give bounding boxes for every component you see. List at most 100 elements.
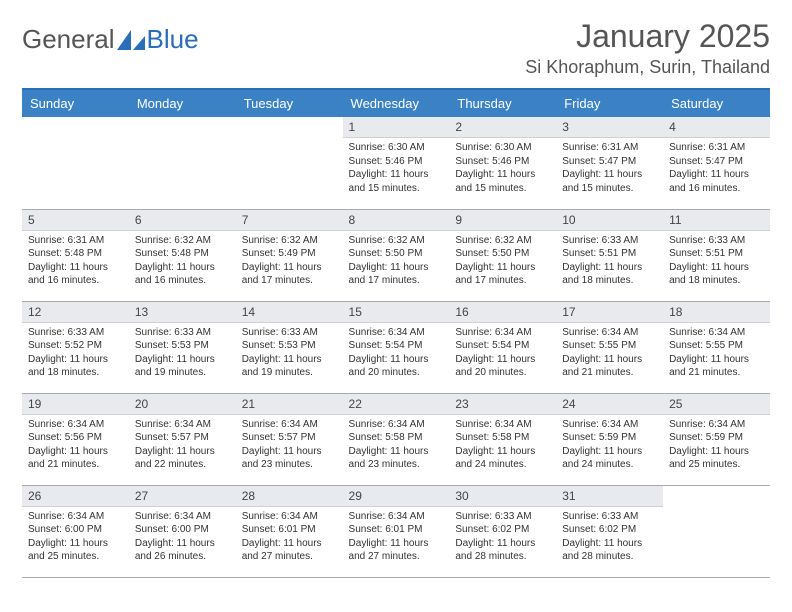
day-number: 14 xyxy=(236,302,343,323)
day-details: Sunrise: 6:32 AMSunset: 5:50 PMDaylight:… xyxy=(449,231,556,291)
day-number: 24 xyxy=(556,394,663,415)
day-details: Sunrise: 6:34 AMSunset: 5:54 PMDaylight:… xyxy=(343,323,450,383)
day-details: Sunrise: 6:32 AMSunset: 5:49 PMDaylight:… xyxy=(236,231,343,291)
month-title: January 2025 xyxy=(525,18,770,55)
calendar-cell: 14Sunrise: 6:33 AMSunset: 5:53 PMDayligh… xyxy=(236,301,343,393)
logo-sail-icon xyxy=(117,30,145,50)
day-number: 25 xyxy=(663,394,770,415)
day-details: Sunrise: 6:33 AMSunset: 5:51 PMDaylight:… xyxy=(663,231,770,291)
calendar-cell: 21Sunrise: 6:34 AMSunset: 5:57 PMDayligh… xyxy=(236,393,343,485)
day-number: 1 xyxy=(343,117,450,138)
calendar-cell: 9Sunrise: 6:32 AMSunset: 5:50 PMDaylight… xyxy=(449,209,556,301)
day-number: 16 xyxy=(449,302,556,323)
day-header: Monday xyxy=(129,89,236,117)
day-details: Sunrise: 6:34 AMSunset: 5:58 PMDaylight:… xyxy=(343,415,450,475)
day-number: 6 xyxy=(129,210,236,231)
calendar-cell: 10Sunrise: 6:33 AMSunset: 5:51 PMDayligh… xyxy=(556,209,663,301)
day-number: 8 xyxy=(343,210,450,231)
day-details: Sunrise: 6:34 AMSunset: 5:56 PMDaylight:… xyxy=(22,415,129,475)
day-details: Sunrise: 6:34 AMSunset: 5:54 PMDaylight:… xyxy=(449,323,556,383)
calendar-cell: 19Sunrise: 6:34 AMSunset: 5:56 PMDayligh… xyxy=(22,393,129,485)
day-details: Sunrise: 6:34 AMSunset: 5:55 PMDaylight:… xyxy=(663,323,770,383)
day-details: Sunrise: 6:33 AMSunset: 6:02 PMDaylight:… xyxy=(556,507,663,567)
day-number: 4 xyxy=(663,117,770,138)
calendar-cell: 22Sunrise: 6:34 AMSunset: 5:58 PMDayligh… xyxy=(343,393,450,485)
calendar-cell: 17Sunrise: 6:34 AMSunset: 5:55 PMDayligh… xyxy=(556,301,663,393)
day-details: Sunrise: 6:34 AMSunset: 6:01 PMDaylight:… xyxy=(236,507,343,567)
calendar-week-row: 5Sunrise: 6:31 AMSunset: 5:48 PMDaylight… xyxy=(22,209,770,301)
calendar-cell: 29Sunrise: 6:34 AMSunset: 6:01 PMDayligh… xyxy=(343,485,450,577)
day-details: Sunrise: 6:34 AMSunset: 6:00 PMDaylight:… xyxy=(129,507,236,567)
day-header: Tuesday xyxy=(236,89,343,117)
calendar-table: SundayMondayTuesdayWednesdayThursdayFrid… xyxy=(22,88,770,578)
day-header: Friday xyxy=(556,89,663,117)
calendar-cell xyxy=(663,485,770,577)
calendar-cell: 27Sunrise: 6:34 AMSunset: 6:00 PMDayligh… xyxy=(129,485,236,577)
day-number: 26 xyxy=(22,486,129,507)
day-header: Thursday xyxy=(449,89,556,117)
day-number: 20 xyxy=(129,394,236,415)
day-number: 10 xyxy=(556,210,663,231)
calendar-cell: 11Sunrise: 6:33 AMSunset: 5:51 PMDayligh… xyxy=(663,209,770,301)
day-details: Sunrise: 6:33 AMSunset: 5:53 PMDaylight:… xyxy=(236,323,343,383)
day-number: 27 xyxy=(129,486,236,507)
calendar-cell: 23Sunrise: 6:34 AMSunset: 5:58 PMDayligh… xyxy=(449,393,556,485)
calendar-week-row: 12Sunrise: 6:33 AMSunset: 5:52 PMDayligh… xyxy=(22,301,770,393)
day-number: 18 xyxy=(663,302,770,323)
calendar-cell: 8Sunrise: 6:32 AMSunset: 5:50 PMDaylight… xyxy=(343,209,450,301)
calendar-week-row: 26Sunrise: 6:34 AMSunset: 6:00 PMDayligh… xyxy=(22,485,770,577)
day-number: 23 xyxy=(449,394,556,415)
calendar-cell xyxy=(22,117,129,209)
calendar-cell: 4Sunrise: 6:31 AMSunset: 5:47 PMDaylight… xyxy=(663,117,770,209)
day-details: Sunrise: 6:30 AMSunset: 5:46 PMDaylight:… xyxy=(343,138,450,198)
day-number: 7 xyxy=(236,210,343,231)
calendar-cell: 13Sunrise: 6:33 AMSunset: 5:53 PMDayligh… xyxy=(129,301,236,393)
day-number: 17 xyxy=(556,302,663,323)
logo: General Blue xyxy=(22,24,199,55)
calendar-cell: 1Sunrise: 6:30 AMSunset: 5:46 PMDaylight… xyxy=(343,117,450,209)
day-details: Sunrise: 6:32 AMSunset: 5:50 PMDaylight:… xyxy=(343,231,450,291)
day-number: 11 xyxy=(663,210,770,231)
calendar-cell: 16Sunrise: 6:34 AMSunset: 5:54 PMDayligh… xyxy=(449,301,556,393)
calendar-cell: 5Sunrise: 6:31 AMSunset: 5:48 PMDaylight… xyxy=(22,209,129,301)
day-header: Saturday xyxy=(663,89,770,117)
calendar-cell: 28Sunrise: 6:34 AMSunset: 6:01 PMDayligh… xyxy=(236,485,343,577)
location: Si Khoraphum, Surin, Thailand xyxy=(525,57,770,78)
day-details: Sunrise: 6:31 AMSunset: 5:47 PMDaylight:… xyxy=(663,138,770,198)
day-details: Sunrise: 6:34 AMSunset: 6:01 PMDaylight:… xyxy=(343,507,450,567)
day-header-row: SundayMondayTuesdayWednesdayThursdayFrid… xyxy=(22,89,770,117)
day-number: 13 xyxy=(129,302,236,323)
day-details: Sunrise: 6:34 AMSunset: 5:59 PMDaylight:… xyxy=(663,415,770,475)
calendar-cell xyxy=(236,117,343,209)
calendar-cell: 12Sunrise: 6:33 AMSunset: 5:52 PMDayligh… xyxy=(22,301,129,393)
calendar-cell: 18Sunrise: 6:34 AMSunset: 5:55 PMDayligh… xyxy=(663,301,770,393)
day-number: 19 xyxy=(22,394,129,415)
calendar-week-row: 1Sunrise: 6:30 AMSunset: 5:46 PMDaylight… xyxy=(22,117,770,209)
calendar-cell: 20Sunrise: 6:34 AMSunset: 5:57 PMDayligh… xyxy=(129,393,236,485)
calendar-cell: 15Sunrise: 6:34 AMSunset: 5:54 PMDayligh… xyxy=(343,301,450,393)
day-number: 21 xyxy=(236,394,343,415)
day-details: Sunrise: 6:33 AMSunset: 5:52 PMDaylight:… xyxy=(22,323,129,383)
day-header: Sunday xyxy=(22,89,129,117)
day-number: 29 xyxy=(343,486,450,507)
calendar-cell: 26Sunrise: 6:34 AMSunset: 6:00 PMDayligh… xyxy=(22,485,129,577)
calendar-cell: 25Sunrise: 6:34 AMSunset: 5:59 PMDayligh… xyxy=(663,393,770,485)
calendar-cell: 24Sunrise: 6:34 AMSunset: 5:59 PMDayligh… xyxy=(556,393,663,485)
day-number: 31 xyxy=(556,486,663,507)
day-details: Sunrise: 6:30 AMSunset: 5:46 PMDaylight:… xyxy=(449,138,556,198)
day-number: 2 xyxy=(449,117,556,138)
day-number: 22 xyxy=(343,394,450,415)
day-number: 28 xyxy=(236,486,343,507)
day-number: 15 xyxy=(343,302,450,323)
calendar-cell xyxy=(129,117,236,209)
day-details: Sunrise: 6:31 AMSunset: 5:47 PMDaylight:… xyxy=(556,138,663,198)
day-number: 12 xyxy=(22,302,129,323)
logo-text-1: General xyxy=(22,24,115,55)
day-number: 30 xyxy=(449,486,556,507)
calendar-cell: 31Sunrise: 6:33 AMSunset: 6:02 PMDayligh… xyxy=(556,485,663,577)
day-details: Sunrise: 6:34 AMSunset: 5:57 PMDaylight:… xyxy=(236,415,343,475)
title-block: January 2025 Si Khoraphum, Surin, Thaila… xyxy=(525,18,770,78)
calendar-cell: 2Sunrise: 6:30 AMSunset: 5:46 PMDaylight… xyxy=(449,117,556,209)
day-details: Sunrise: 6:34 AMSunset: 6:00 PMDaylight:… xyxy=(22,507,129,567)
calendar-cell: 3Sunrise: 6:31 AMSunset: 5:47 PMDaylight… xyxy=(556,117,663,209)
